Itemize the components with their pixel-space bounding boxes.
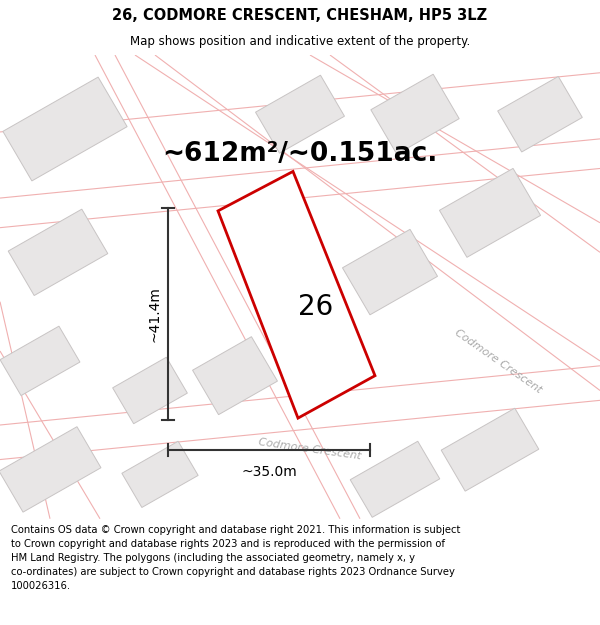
Polygon shape	[122, 441, 198, 508]
Polygon shape	[497, 76, 583, 152]
Text: ~612m²/~0.151ac.: ~612m²/~0.151ac.	[163, 141, 437, 167]
Text: Map shows position and indicative extent of the property.: Map shows position and indicative extent…	[130, 35, 470, 48]
Polygon shape	[218, 171, 375, 418]
Polygon shape	[439, 168, 541, 258]
Text: ~35.0m: ~35.0m	[241, 466, 297, 479]
Polygon shape	[0, 326, 80, 396]
Text: 26, CODMORE CRESCENT, CHESHAM, HP5 3LZ: 26, CODMORE CRESCENT, CHESHAM, HP5 3LZ	[112, 8, 488, 23]
Polygon shape	[441, 408, 539, 491]
Polygon shape	[113, 357, 187, 424]
Text: ~41.4m: ~41.4m	[147, 286, 161, 342]
Text: Codmore Crescent: Codmore Crescent	[258, 438, 362, 462]
Polygon shape	[371, 74, 459, 154]
Polygon shape	[193, 337, 277, 414]
Text: 26: 26	[298, 292, 334, 321]
Polygon shape	[270, 295, 350, 368]
Polygon shape	[350, 441, 440, 518]
Polygon shape	[343, 229, 437, 315]
Text: Contains OS data © Crown copyright and database right 2021. This information is : Contains OS data © Crown copyright and d…	[11, 525, 460, 591]
Polygon shape	[3, 77, 127, 181]
Text: Codmore Crescent: Codmore Crescent	[452, 327, 544, 395]
Polygon shape	[0, 427, 101, 512]
Polygon shape	[256, 75, 344, 153]
Polygon shape	[8, 209, 108, 296]
